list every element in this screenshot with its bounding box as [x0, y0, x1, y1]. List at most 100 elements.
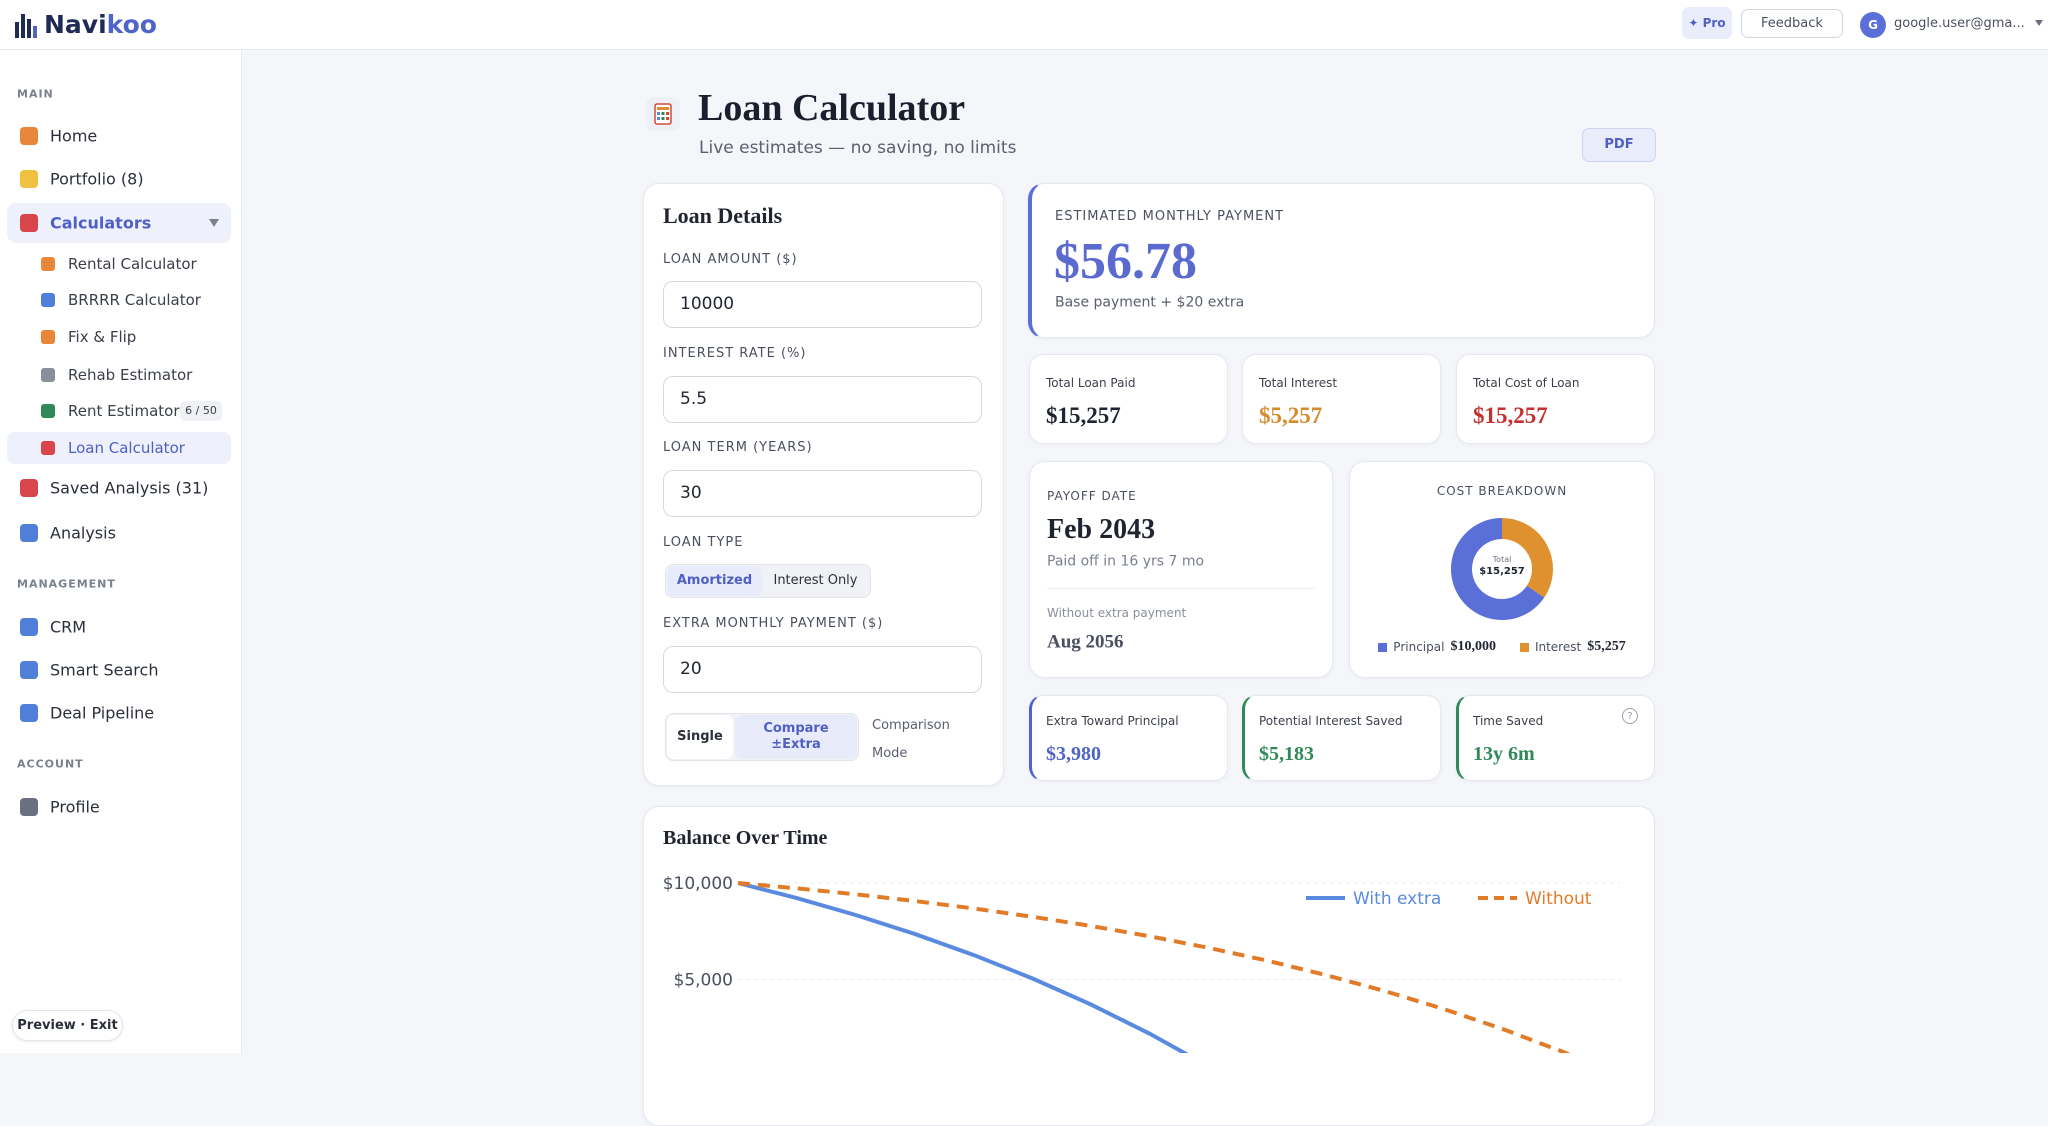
without-date: Aug 2056	[1047, 631, 1124, 653]
payoff-note: Paid off in 16 yrs 7 mo	[1047, 553, 1205, 570]
preview-exit[interactable]: Preview · Exit	[12, 1010, 123, 1041]
page-subtitle: Live estimates — no saving, no limits	[699, 137, 1017, 158]
stat-label: Total Loan Paid	[1046, 375, 1136, 390]
stat-value: $15,257	[1046, 403, 1121, 429]
nav-icon	[20, 798, 38, 816]
nav-caret	[209, 219, 219, 227]
field-label: LOAN TYPE	[663, 535, 744, 551]
badge: 6 / 50	[180, 401, 222, 421]
logo-icon	[15, 14, 37, 38]
field-label: LOAN TERM (YEARS)	[663, 440, 813, 456]
legend-value: $5,257	[1587, 639, 1626, 654]
section-title: ACCOUNT	[17, 757, 84, 771]
nav-item[interactable]: Analysis	[50, 523, 116, 543]
chart-title: Balance Over Time	[663, 827, 828, 849]
input[interactable]: 5.5	[663, 376, 982, 423]
savings-value: 13y 6m	[1473, 743, 1535, 765]
nav-item[interactable]: CRM	[50, 617, 87, 637]
input[interactable]: 10000	[663, 281, 982, 328]
payoff-card	[1029, 461, 1333, 678]
donut-center-label: Total	[1492, 555, 1512, 564]
stat-value: $5,257	[1259, 403, 1323, 429]
nav-subitem[interactable]: BRRRR Calculator	[68, 291, 201, 309]
cost-breakdown-card	[1349, 461, 1655, 678]
mode-caption: Comparison Mode	[872, 718, 950, 761]
nav-icon	[20, 127, 38, 145]
stat-label: Total Interest	[1259, 375, 1338, 390]
nav-subitem[interactable]: Rehab Estimator	[68, 366, 193, 384]
legend-swatch	[1519, 642, 1529, 652]
savings-card	[1029, 695, 1228, 781]
toggle-option[interactable]: Amortized	[667, 566, 762, 596]
nav-icon	[20, 524, 38, 542]
nav-icon	[41, 368, 55, 382]
nav-subitem[interactable]: Fix & Flip	[68, 328, 137, 346]
legend-label: Without	[1525, 889, 1592, 909]
legend-item: Principal $10,000	[1378, 639, 1496, 655]
nav-item[interactable]: Calculators	[50, 213, 152, 233]
stat-card	[1029, 354, 1228, 444]
logo[interactable]: Navikoo	[44, 10, 157, 40]
donut-slice	[1451, 518, 1545, 620]
nav-item[interactable]: Profile	[50, 797, 100, 817]
legend-label: Interest	[1534, 640, 1582, 654]
series-line	[737, 881, 1189, 1053]
nav-item[interactable]: Saved Analysis (31)	[50, 478, 209, 498]
savings-label: Potential Interest Saved	[1259, 713, 1403, 728]
page-icon	[646, 97, 680, 131]
savings-value: $5,183	[1259, 743, 1314, 765]
savings-card	[1456, 695, 1655, 781]
nav-icon	[20, 661, 38, 679]
input[interactable]: 30	[663, 470, 982, 517]
user-caret	[2035, 20, 2043, 26]
nav-subitem[interactable]: Rent Estimator	[68, 402, 180, 420]
pdf-button[interactable]: PDF	[1582, 128, 1656, 162]
toggle-option[interactable]: Compare ±Extra	[735, 715, 857, 759]
savings-value: $3,980	[1046, 743, 1101, 765]
nav-icon	[41, 404, 55, 418]
payoff-date: Feb 2043	[1047, 514, 1156, 546]
nav-icon	[20, 214, 38, 232]
savings-label: Time Saved	[1473, 713, 1544, 728]
summary-card	[1028, 183, 1655, 338]
nav-active[interactable]	[7, 203, 231, 243]
nav-item[interactable]: Smart Search	[50, 660, 159, 680]
avatar[interactable]: G	[1860, 12, 1886, 38]
nav-icon	[20, 479, 38, 497]
field-label: EXTRA MONTHLY PAYMENT ($)	[663, 616, 884, 632]
user-email[interactable]: google.user@gma...	[1894, 16, 2025, 32]
legend-label: Principal	[1393, 640, 1445, 654]
legend-label: With extra	[1353, 889, 1441, 909]
stat-value: $15,257	[1473, 403, 1548, 429]
nav-subitem[interactable]: Rental Calculator	[68, 255, 197, 273]
logo-accent: koo	[106, 10, 157, 39]
nav-item[interactable]: Portfolio (8)	[50, 169, 144, 189]
field-label: INTEREST RATE (%)	[663, 346, 807, 362]
nav-icon	[41, 257, 55, 271]
toggle-option[interactable]: Single	[667, 715, 733, 759]
payoff-label: PAYOFF DATE	[1047, 488, 1137, 503]
nav-icon	[41, 293, 55, 307]
logo-dark: Navi	[44, 10, 107, 39]
nav-icon	[41, 330, 55, 344]
nav-item[interactable]: Home	[50, 126, 98, 146]
feedback-button[interactable]: Feedback	[1741, 9, 1843, 38]
nav-item[interactable]: Deal Pipeline	[50, 703, 155, 723]
sidebar	[0, 50, 242, 1053]
input[interactable]: 20	[663, 646, 982, 693]
toggle-option[interactable]: Interest Only	[773, 573, 858, 588]
line-chart: $5,000 $10,000 With extra Without	[663, 874, 1620, 1053]
y-tick-label: $5,000	[674, 971, 733, 991]
help-icon[interactable]: ?	[1622, 708, 1638, 724]
stat-card	[1242, 354, 1441, 444]
divider	[1047, 588, 1315, 589]
card-title: Loan Details	[663, 202, 783, 228]
payment-note: Base payment + $20 extra	[1055, 294, 1245, 311]
monthly-payment: $56.78	[1054, 232, 1197, 290]
nav-icon	[20, 704, 38, 722]
nav-subitem[interactable]: Loan Calculator	[68, 439, 185, 457]
pro-button[interactable]: ✦ Pro	[1682, 7, 1732, 39]
without-label: Without extra payment	[1047, 605, 1187, 620]
section-title: MAIN	[17, 87, 54, 101]
field-label: LOAN AMOUNT ($)	[663, 252, 798, 268]
